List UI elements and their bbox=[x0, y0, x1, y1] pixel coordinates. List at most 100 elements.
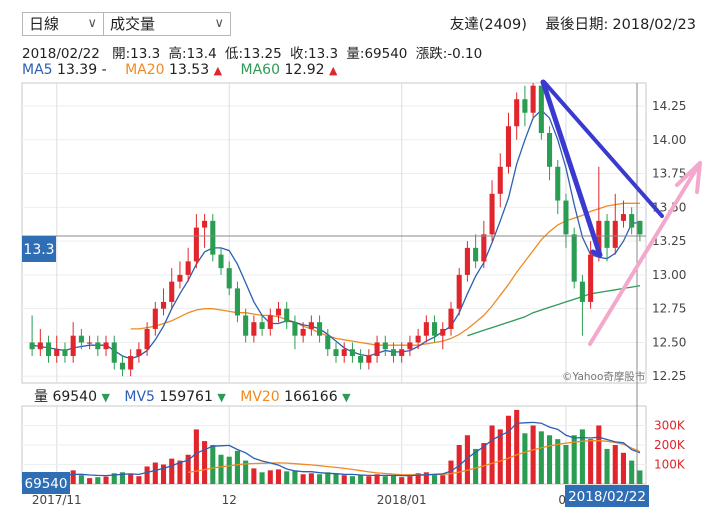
open-label: 開: bbox=[112, 46, 131, 62]
volume-bar bbox=[579, 429, 585, 484]
volume-bar bbox=[596, 425, 602, 484]
stock-header: 友達(2409) 最後日期: 2018/02/23 bbox=[444, 13, 696, 34]
period-select-value: 日線 bbox=[29, 15, 60, 33]
candle-body bbox=[349, 349, 355, 356]
ma60-trend-up-icon: ▲ bbox=[328, 64, 338, 77]
candle-body bbox=[243, 315, 249, 336]
volume-bar bbox=[111, 473, 117, 484]
candle-body bbox=[473, 247, 479, 262]
change-value: -0.10 bbox=[447, 46, 483, 62]
date-marker: 2018/02/22 bbox=[565, 485, 649, 507]
candle-body bbox=[259, 322, 265, 329]
candle-body bbox=[267, 315, 273, 329]
volume-marker-text: 69540 bbox=[25, 476, 68, 492]
candle-body bbox=[571, 234, 577, 282]
candle-body bbox=[210, 220, 216, 255]
volume-bar bbox=[473, 448, 479, 484]
price-tick-label: 13.00 bbox=[652, 268, 686, 282]
candle-body bbox=[432, 322, 438, 336]
candle-body bbox=[234, 288, 240, 316]
price-marker-box bbox=[22, 236, 56, 262]
period-select[interactable]: 日線 ∨ bbox=[22, 12, 104, 36]
candle-body bbox=[152, 308, 158, 329]
candle-body bbox=[440, 328, 446, 336]
volume-bar bbox=[169, 458, 175, 484]
candle-body bbox=[629, 214, 635, 228]
candle-body bbox=[177, 274, 183, 282]
volume-bar bbox=[390, 475, 397, 484]
candle-body bbox=[530, 85, 536, 113]
mv5-legend: MV5 159761 ▼ bbox=[124, 389, 230, 405]
close-value: 13.3 bbox=[308, 46, 339, 62]
candle-body bbox=[399, 349, 405, 356]
chart-frames bbox=[21, 82, 647, 485]
candle-body bbox=[103, 342, 109, 350]
mv5-value: 159761 bbox=[159, 389, 213, 405]
blue-trend-stroke-long bbox=[542, 80, 664, 218]
volume-bar bbox=[530, 425, 536, 484]
stock-name: 友達(2409) bbox=[449, 17, 527, 33]
price-tick-label: 13.75 bbox=[652, 167, 686, 181]
price-marker-text: 13.3 bbox=[23, 242, 54, 258]
candle-body bbox=[317, 322, 323, 336]
mv5-trend-down-icon: ▼ bbox=[217, 391, 226, 404]
ma60-legend: MA60 12.92 ▲ bbox=[241, 62, 338, 78]
volume-bar bbox=[119, 472, 125, 484]
candle-body bbox=[87, 342, 93, 344]
vol-legend: 量 69540 ▼ bbox=[34, 389, 114, 405]
ma-legend: MA5 13.39 - MA20 13.53 ▲ MA60 12.92 ▲ bbox=[22, 62, 351, 78]
watermark: ©Yahoo奇摩股市 bbox=[562, 370, 645, 383]
volume-bar bbox=[497, 429, 503, 484]
last-date-value: 2018/02/23 bbox=[612, 17, 696, 33]
volume-bar bbox=[284, 471, 290, 484]
candle-body bbox=[45, 342, 52, 356]
volume-bar bbox=[128, 474, 134, 484]
ma60-value: 12.92 bbox=[284, 62, 325, 78]
candle-body bbox=[612, 220, 618, 248]
volume-bar bbox=[144, 466, 150, 484]
close-label: 收: bbox=[289, 46, 309, 62]
date-tick-label: 12 bbox=[222, 493, 237, 507]
volume-tick-label: 200K bbox=[654, 438, 686, 452]
high-value: 13.4 bbox=[186, 46, 217, 62]
volume-bar bbox=[292, 470, 298, 484]
volume-bar bbox=[177, 460, 183, 484]
ma5-name: MA5 bbox=[22, 62, 53, 78]
volume-bar bbox=[234, 450, 240, 484]
mv20-name: MV20 bbox=[240, 389, 280, 405]
mv20-value: 166166 bbox=[284, 389, 338, 405]
mv5-name: MV5 bbox=[124, 389, 155, 405]
candle-body bbox=[78, 335, 84, 343]
ma60-line bbox=[467, 285, 641, 337]
vol-value: 69540 bbox=[52, 389, 97, 405]
volume-bar bbox=[78, 475, 84, 484]
volume-bar bbox=[366, 476, 372, 484]
volume-bar bbox=[243, 460, 249, 484]
price-tick-label: 13.50 bbox=[652, 200, 686, 214]
candle-body bbox=[300, 328, 306, 336]
volume-bar bbox=[464, 435, 470, 484]
candle-body bbox=[119, 362, 125, 370]
volume-bar bbox=[407, 476, 413, 484]
candle-body bbox=[588, 254, 594, 302]
candle-body bbox=[481, 234, 487, 262]
volume-bar bbox=[423, 472, 429, 484]
volume-bar bbox=[489, 425, 495, 484]
ma5-value: 13.39 bbox=[57, 62, 98, 78]
candle-body bbox=[374, 342, 380, 356]
volume-bar bbox=[637, 470, 643, 484]
candle-body bbox=[514, 99, 520, 127]
candle-body bbox=[579, 281, 585, 302]
indicator-select[interactable]: 成交量 ∨ bbox=[103, 12, 231, 36]
volume-bar bbox=[514, 409, 520, 484]
volume-bar bbox=[563, 445, 569, 484]
candle-body bbox=[169, 281, 175, 302]
candle-body bbox=[29, 342, 35, 350]
ma20-trend-up-icon: ▲ bbox=[213, 64, 223, 77]
change-label: 漲跌: bbox=[415, 46, 448, 62]
candle-body bbox=[111, 342, 117, 363]
candle-body bbox=[637, 220, 643, 235]
candle-body bbox=[62, 349, 68, 356]
volume-bar bbox=[481, 443, 487, 484]
